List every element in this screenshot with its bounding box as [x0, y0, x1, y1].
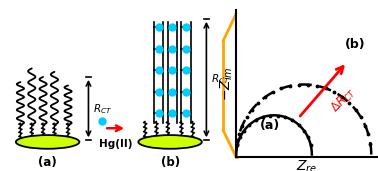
Text: (b): (b)	[161, 156, 180, 169]
Y-axis label: $-Z_{im}$: $-Z_{im}$	[218, 67, 235, 101]
Text: $\Delta R_{CT}$: $\Delta R_{CT}$	[328, 84, 359, 116]
Text: $R_{CT}$: $R_{CT}$	[211, 72, 230, 86]
Ellipse shape	[16, 135, 79, 149]
Text: (a): (a)	[38, 156, 57, 169]
FancyBboxPatch shape	[0, 0, 231, 171]
Text: Hg(II): Hg(II)	[99, 139, 132, 148]
Text: $R_{CT}$: $R_{CT}$	[93, 103, 112, 116]
Text: (a): (a)	[260, 119, 280, 132]
Text: (b): (b)	[345, 38, 366, 51]
Ellipse shape	[138, 135, 202, 149]
X-axis label: $Z_{re}$: $Z_{re}$	[296, 159, 318, 171]
